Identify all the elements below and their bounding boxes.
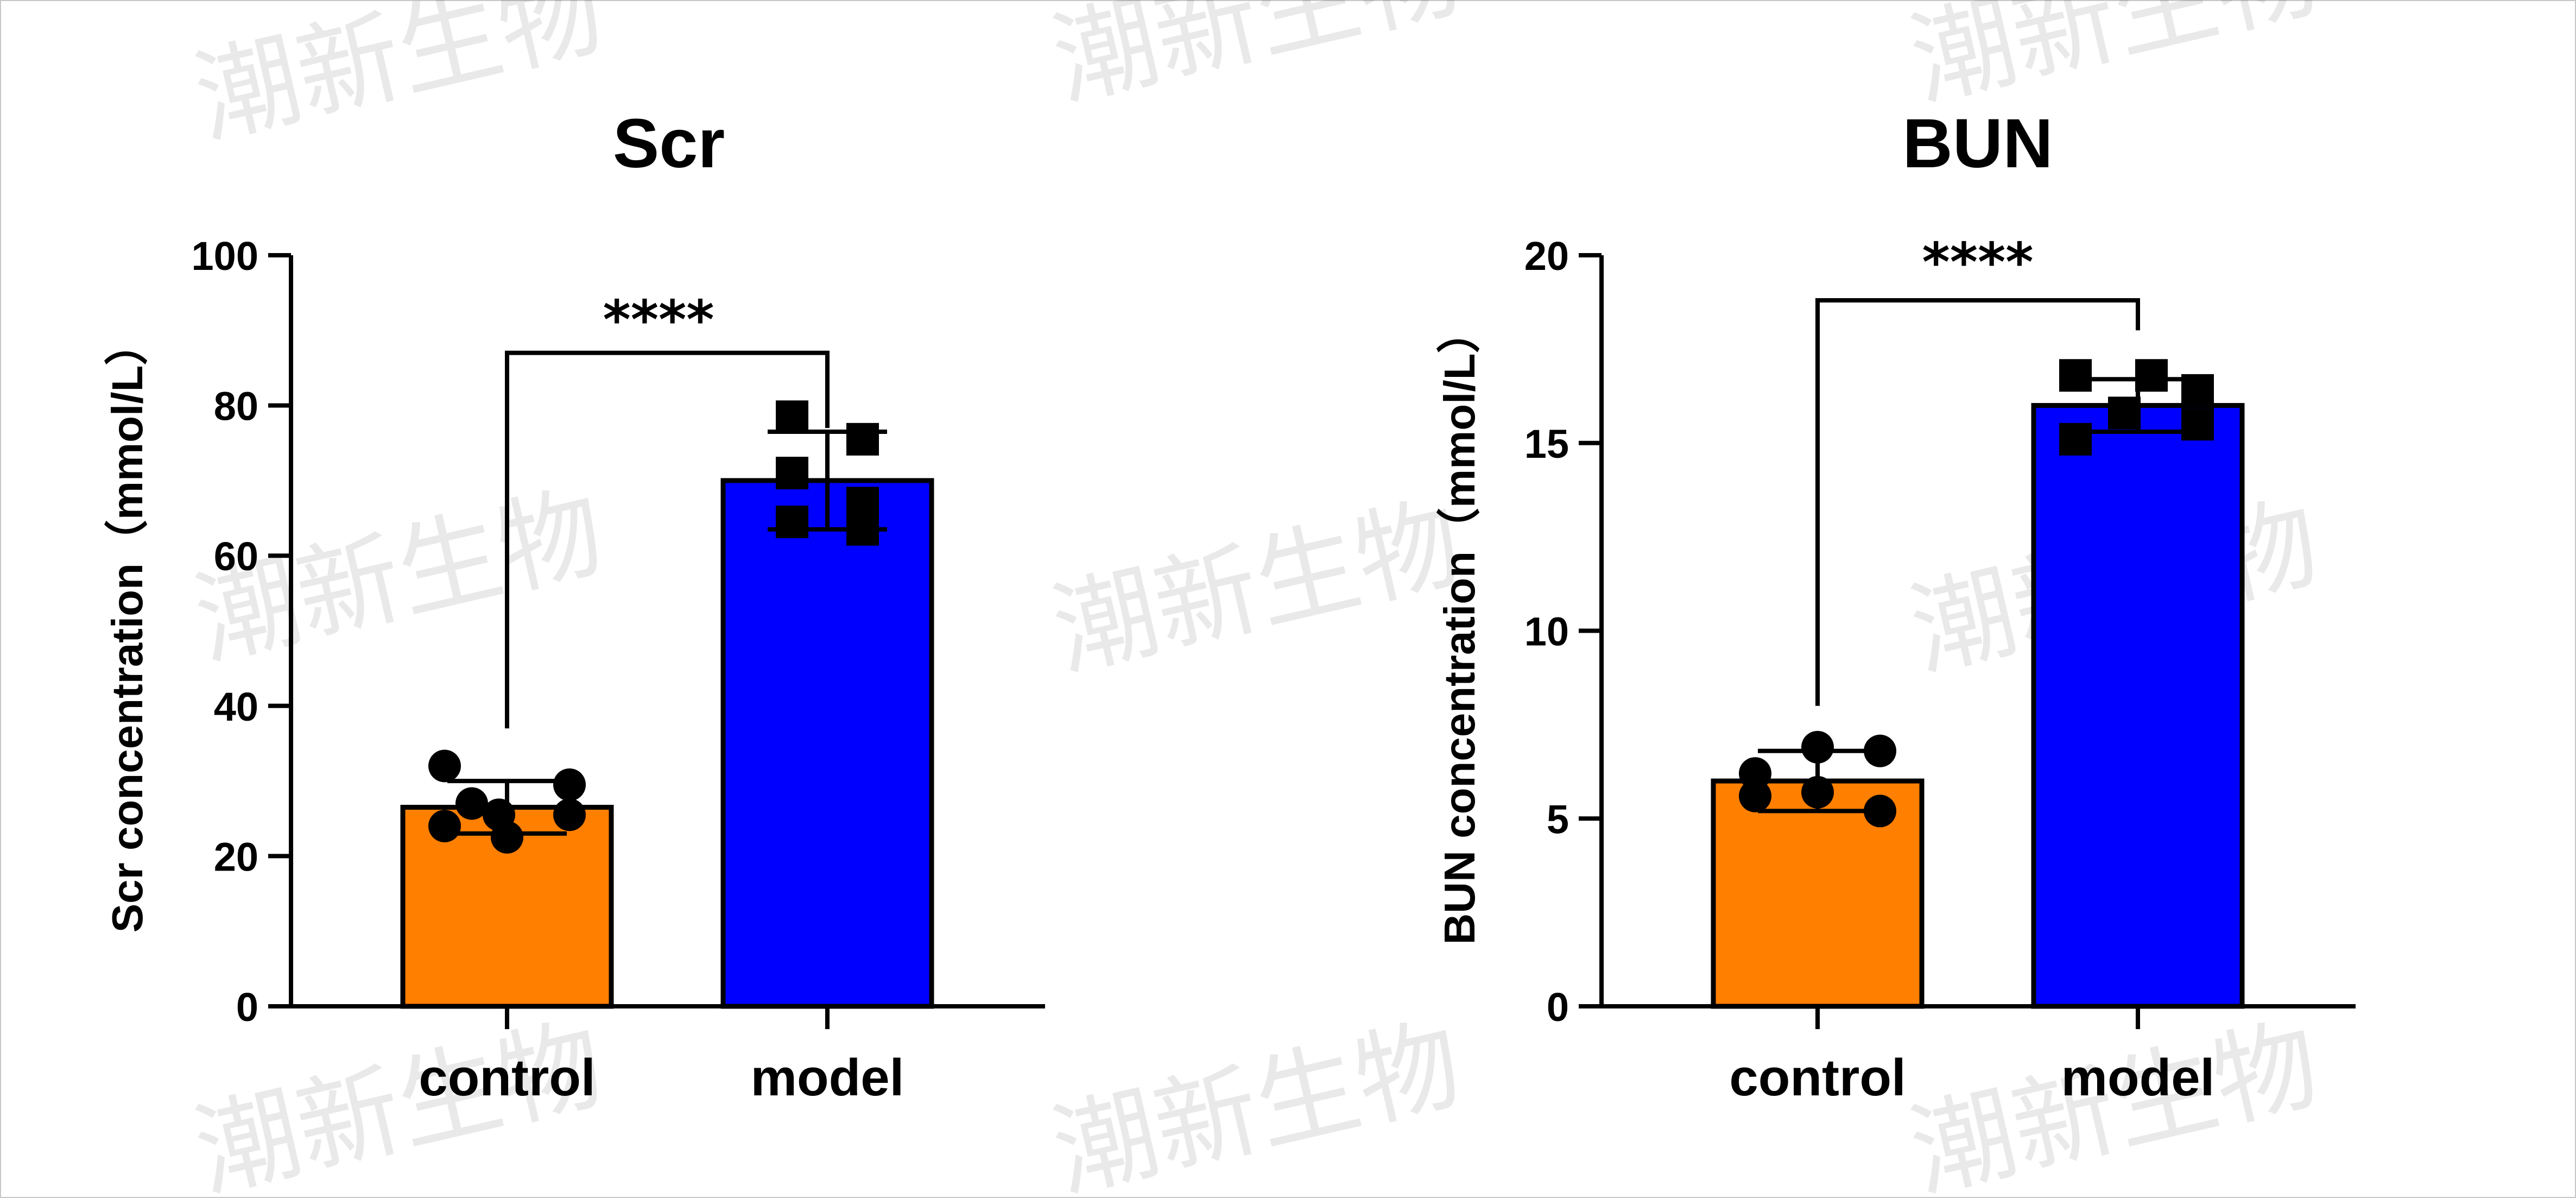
scr-data-point-control bbox=[491, 821, 523, 854]
bun-data-point-model bbox=[2181, 408, 2214, 441]
scr-chart: Scr Scr concentration（mmol/L） **** contr… bbox=[103, 105, 1045, 1107]
bun-data-point-model bbox=[2059, 359, 2092, 392]
scr-y-tick-label: 20 bbox=[214, 834, 258, 879]
scr-significance-bracket bbox=[505, 350, 830, 729]
scr-data-point-control bbox=[428, 810, 461, 843]
bun-y-tick-label: 5 bbox=[1547, 797, 1569, 842]
scr-y-tick-label: 100 bbox=[192, 234, 258, 279]
scr-y-axis-label: Scr concentration（mmol/L） bbox=[103, 322, 151, 933]
scr-data-point-control bbox=[553, 798, 586, 831]
scr-y-tick-label: 40 bbox=[214, 684, 258, 729]
scr-data-point-control bbox=[553, 768, 586, 802]
scr-data-point-model bbox=[776, 400, 808, 433]
scr-data-point-model bbox=[846, 513, 879, 546]
bun-y-tick-label: 15 bbox=[1524, 421, 1569, 466]
scr-data-point-control bbox=[428, 749, 461, 783]
bun-data-point-control bbox=[1739, 779, 1771, 812]
scr-data-point-model bbox=[776, 457, 808, 490]
watermark-text: 潮新生物 bbox=[1042, 482, 1471, 692]
bun-y-tick-label: 10 bbox=[1524, 609, 1569, 654]
bun-data-point-control bbox=[1801, 730, 1834, 764]
scr-y-tick-label: 0 bbox=[236, 985, 258, 1030]
bun-bar-model bbox=[2031, 403, 2245, 1009]
bun-x-tick-label-control: control bbox=[1729, 1049, 1906, 1107]
bun-data-point-control bbox=[1864, 795, 1896, 828]
scr-data-point-control bbox=[455, 787, 488, 820]
scr-significance-label: **** bbox=[603, 289, 714, 351]
bun-data-point-control bbox=[1864, 734, 1896, 767]
scr-x-tick-label-model: model bbox=[751, 1049, 904, 1107]
bun-y-axis-label: BUN concentration（mmol/L） bbox=[1435, 310, 1484, 945]
watermark-text: 潮新生物 bbox=[1042, 0, 1471, 122]
watermark-text: 潮新生物 bbox=[1900, 0, 2329, 122]
scr-chart-title: Scr bbox=[613, 105, 725, 182]
bun-chart: BUN BUN concentration（mmol/L） **** contr… bbox=[1435, 105, 2356, 1107]
bun-x-tick-label-model: model bbox=[2061, 1049, 2215, 1107]
bun-data-point-model bbox=[2135, 359, 2168, 392]
bun-significance-label: **** bbox=[1922, 232, 2034, 294]
scr-y-tick-label: 60 bbox=[214, 534, 258, 579]
bun-data-point-control bbox=[1739, 757, 1771, 790]
bun-y-tick-label: 20 bbox=[1524, 234, 1569, 279]
scr-data-point-model bbox=[846, 423, 879, 456]
scr-y-tick-label: 80 bbox=[214, 384, 258, 429]
bun-data-point-model bbox=[2108, 396, 2141, 430]
watermark-text: 潮新生物 bbox=[185, 0, 613, 160]
scr-x-tick-label-control: control bbox=[419, 1049, 595, 1107]
scr-bar-model bbox=[720, 478, 934, 1009]
bun-y-tick-label: 0 bbox=[1547, 985, 1569, 1030]
bun-data-point-control bbox=[1801, 775, 1834, 809]
bun-data-point-model bbox=[2059, 423, 2092, 456]
watermark-text: 潮新生物 bbox=[1042, 1004, 1471, 1198]
bun-significance-bracket bbox=[1815, 298, 2140, 706]
scr-data-point-model bbox=[776, 505, 808, 538]
bun-data-point-model bbox=[2181, 374, 2214, 407]
bun-chart-title: BUN bbox=[1902, 105, 2053, 182]
